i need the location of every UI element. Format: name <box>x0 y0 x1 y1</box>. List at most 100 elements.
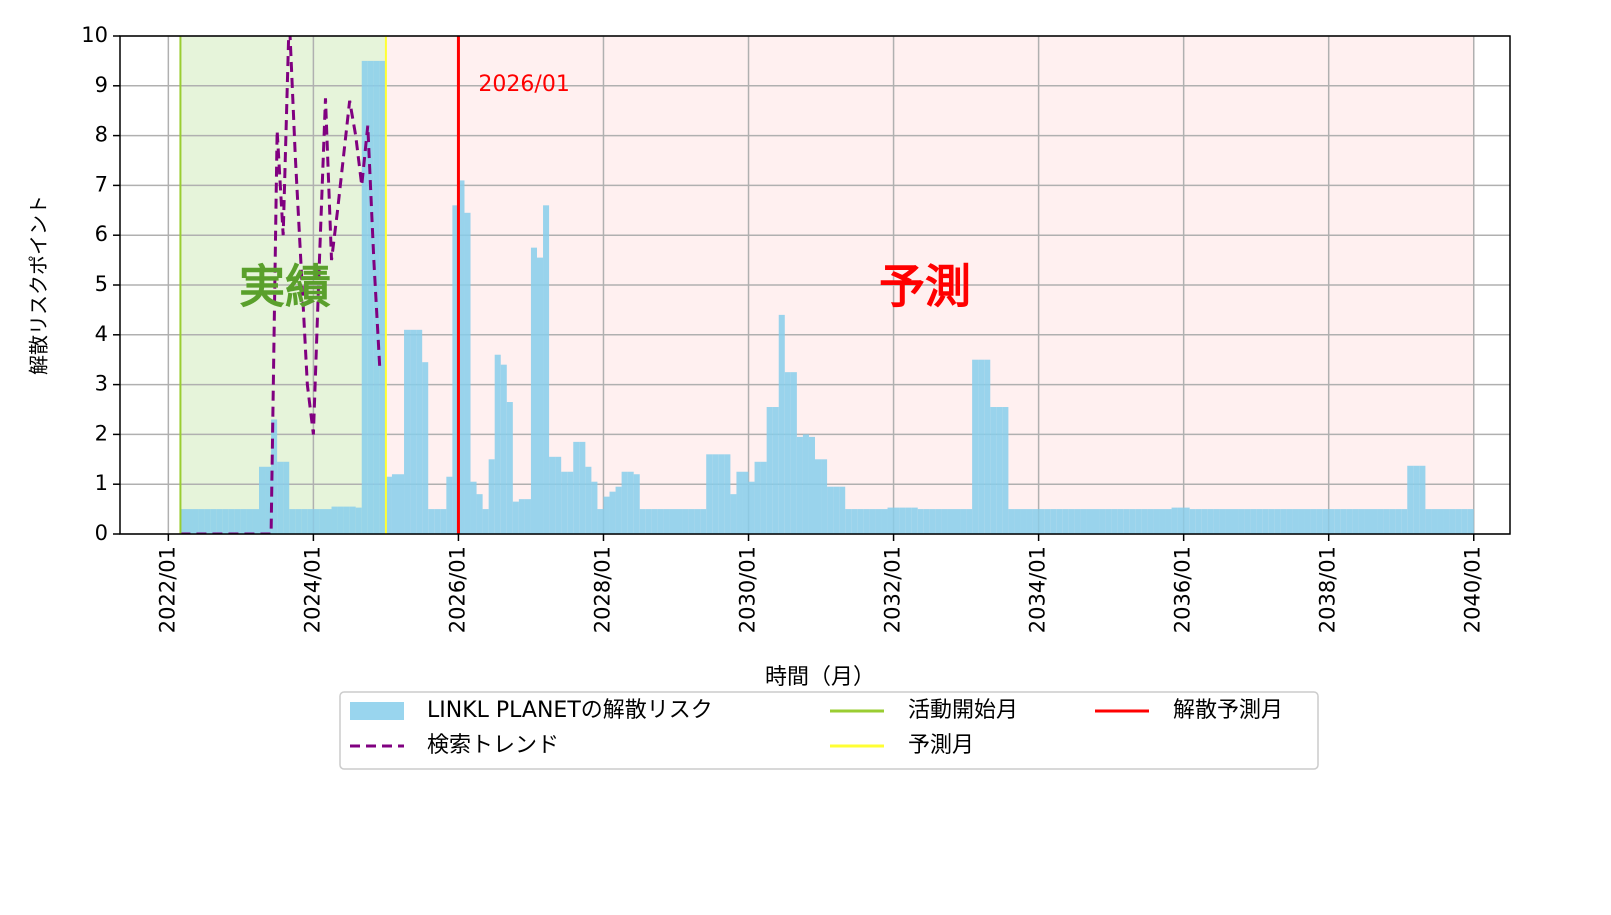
bar <box>337 506 344 534</box>
bar <box>434 509 441 534</box>
y-tick-label: 6 <box>95 222 108 246</box>
bar <box>724 454 731 534</box>
bar <box>428 509 435 534</box>
bar <box>1419 465 1426 534</box>
bar <box>821 459 828 534</box>
bar <box>1201 509 1208 534</box>
bar <box>506 402 513 534</box>
bar <box>1340 509 1347 534</box>
bar <box>319 509 326 534</box>
bar <box>633 474 640 534</box>
bar <box>1020 509 1027 534</box>
x-tick-label: 2028/01 <box>590 546 614 633</box>
bar <box>1111 509 1118 534</box>
bar <box>1250 509 1257 534</box>
bar <box>1147 509 1154 534</box>
bar <box>1062 509 1069 534</box>
y-tick-label: 7 <box>95 172 108 196</box>
bar <box>355 507 362 534</box>
bar <box>524 499 531 534</box>
bar <box>645 509 652 534</box>
bar <box>706 454 713 534</box>
bar <box>990 407 997 534</box>
bar <box>1123 509 1130 534</box>
bar <box>585 466 592 534</box>
bar <box>313 509 320 534</box>
y-tick-label: 4 <box>95 322 108 346</box>
bar <box>1268 509 1275 534</box>
legend-swatch <box>350 702 404 720</box>
bar <box>1219 509 1226 534</box>
bar <box>1183 507 1190 534</box>
bar <box>301 509 308 534</box>
bar <box>603 496 610 534</box>
bar <box>887 507 894 534</box>
axis-layer: 0 1 2 3 4 5 6 7 8 9 10 2022/01 2024/01 2026/01 2028/01… <box>81 23 1484 633</box>
bar <box>198 509 205 534</box>
bar <box>1461 509 1468 534</box>
bar <box>615 486 622 534</box>
bar <box>458 180 465 535</box>
bar <box>1274 509 1281 534</box>
bar <box>1165 509 1172 534</box>
bar <box>760 461 767 534</box>
bar <box>676 509 683 534</box>
bar <box>960 509 967 534</box>
bar <box>210 509 217 534</box>
bar <box>216 509 223 534</box>
bar <box>482 509 489 534</box>
bar <box>186 509 193 534</box>
bar <box>682 509 689 534</box>
x-axis-label: 時間（月） <box>765 665 875 690</box>
marker-layer: 2026/01 実績 予測 <box>179 36 971 534</box>
bar <box>537 257 544 534</box>
bar <box>917 509 924 534</box>
bar <box>1141 509 1148 534</box>
legend-label: 解散予測月 <box>1173 698 1283 723</box>
bar <box>966 509 973 534</box>
bar <box>911 507 918 534</box>
bar <box>839 486 846 534</box>
bar <box>1371 509 1378 534</box>
bar <box>464 212 471 535</box>
bar <box>416 329 423 534</box>
bar <box>935 509 942 534</box>
bar <box>1334 509 1341 534</box>
x-tick-label: 2034/01 <box>1026 546 1050 633</box>
bar <box>277 461 284 534</box>
bar <box>1105 509 1112 534</box>
bar <box>567 471 574 534</box>
bar <box>470 481 477 534</box>
y-tick-label: 5 <box>95 272 108 296</box>
y-tick-label: 0 <box>95 521 108 545</box>
bar <box>1346 509 1353 534</box>
bar <box>772 407 779 534</box>
bar <box>192 509 199 534</box>
bar <box>246 509 253 534</box>
bar <box>1413 465 1420 534</box>
bar <box>500 364 507 534</box>
bar <box>325 509 332 534</box>
bar <box>1195 509 1202 534</box>
bar <box>1008 509 1015 534</box>
bar <box>1244 509 1251 534</box>
bar <box>694 509 701 534</box>
bar <box>404 329 411 534</box>
bar <box>923 509 930 534</box>
bar <box>1171 507 1178 534</box>
bar <box>1455 509 1462 534</box>
bar <box>385 476 392 534</box>
bar <box>488 459 495 534</box>
bar <box>1207 509 1214 534</box>
bar <box>573 441 580 534</box>
bar <box>204 509 211 534</box>
bar <box>265 466 272 534</box>
bar <box>349 506 356 534</box>
bar <box>1129 509 1136 534</box>
bar <box>790 372 797 534</box>
bar <box>627 471 634 534</box>
bar <box>1232 509 1239 534</box>
bar <box>367 60 374 535</box>
bar <box>863 509 870 534</box>
